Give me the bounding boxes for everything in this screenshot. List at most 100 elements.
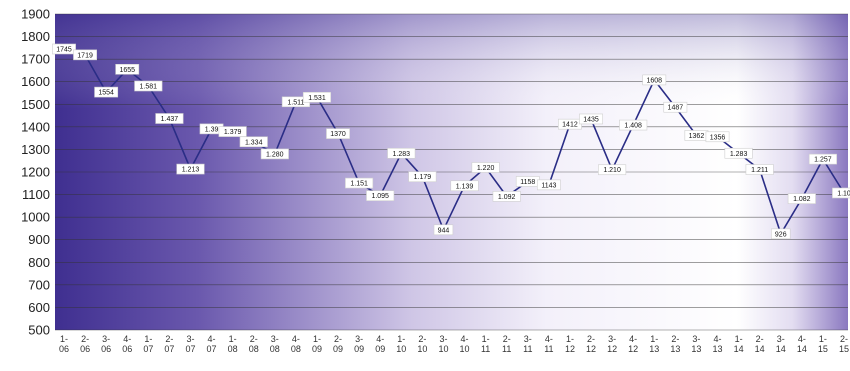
data-label: 1554 [94, 86, 119, 98]
x-tick-label: 3-10 [438, 334, 448, 354]
grid-lines [55, 13, 848, 331]
data-label-text: 1719 [77, 52, 93, 59]
x-tick-label: 1-12 [565, 334, 575, 354]
data-label: 1655 [115, 64, 140, 75]
data-label-box [52, 43, 76, 55]
x-tick-label: 3-13 [691, 334, 701, 354]
data-label-text: 1.39 [205, 126, 219, 133]
x-tick-label: 3-09 [354, 334, 364, 354]
data-label-text: 1.531 [308, 95, 326, 102]
y-tick-label: 1600 [21, 74, 50, 89]
data-label: 1356 [705, 131, 730, 143]
x-tick-label: 2-13 [670, 334, 680, 354]
data-label: 926 [771, 228, 791, 240]
data-label-box [787, 193, 816, 204]
data-label-text: 1655 [119, 67, 135, 74]
x-tick-label: 2-06 [80, 334, 90, 354]
data-label-text: 1.213 [182, 167, 200, 174]
x-tick-label: 1-13 [649, 334, 659, 354]
data-label: 1608 [642, 74, 667, 86]
data-label-box [745, 164, 774, 175]
x-tick-label: 2-08 [249, 334, 259, 354]
data-label: 1745 [52, 43, 76, 55]
data-label-box [176, 163, 205, 175]
y-tick-label: 800 [28, 255, 50, 270]
data-label-text: 1412 [562, 122, 578, 129]
x-tick-label: 4-06 [122, 334, 132, 354]
data-labels: 1745 1719 1554 1655 1.581 1.437 1.213 1.39 1.379… [52, 43, 850, 240]
x-tick-label: 2-14 [755, 334, 765, 354]
data-label-text: 1.082 [793, 196, 811, 203]
x-tick-label: 2-07 [164, 334, 174, 354]
x-tick-label: 2-10 [417, 334, 427, 354]
data-label-text: 1608 [646, 77, 662, 84]
data-label-text: 1.334 [245, 139, 263, 146]
x-tick-label: 4-09 [375, 334, 385, 354]
data-label-text: 1.092 [498, 194, 516, 201]
data-label: 1.10 [832, 187, 850, 199]
x-tick-label: 4-08 [291, 334, 301, 354]
data-label-text: 1362 [689, 133, 705, 140]
data-label: 1.151 [345, 177, 374, 189]
data-label-box [155, 113, 184, 124]
x-tick-label: 3-11 [523, 334, 532, 354]
data-label-box [598, 164, 627, 176]
x-tick-label: 1-09 [312, 334, 322, 354]
data-label: 1.437 [155, 113, 184, 124]
data-label-text: 1.408 [624, 123, 642, 130]
data-label: 1.334 [239, 136, 268, 148]
data-label-box [705, 131, 730, 143]
x-tick-label: 4-11 [544, 334, 553, 354]
x-tick-label: 2-11 [502, 334, 511, 354]
x-tick-label: 3-14 [776, 334, 786, 354]
data-label-text: 1356 [710, 134, 726, 141]
data-label: 1.531 [302, 91, 332, 103]
x-tick-label: 2-15 [839, 334, 849, 354]
data-label: 944 [433, 224, 454, 236]
data-label-box [73, 49, 97, 61]
x-tick-label: 1-06 [59, 334, 69, 354]
y-tick-label: 1900 [21, 7, 50, 22]
x-tick-label: 4-14 [797, 334, 807, 354]
data-label: 1.280 [260, 148, 289, 160]
data-label-box [433, 224, 454, 236]
data-label: 1.408 [619, 119, 648, 131]
data-label-box [808, 153, 837, 165]
x-tick-label: 3-06 [101, 334, 111, 354]
data-label-text: 1.257 [814, 157, 832, 164]
data-label: 1370 [326, 128, 350, 139]
data-label-box [408, 171, 437, 183]
data-label: 1.581 [134, 80, 163, 92]
data-label-box [94, 86, 119, 98]
data-label-text: 1.220 [477, 165, 495, 172]
y-tick-label: 900 [28, 232, 50, 247]
y-tick-label: 1400 [21, 119, 50, 134]
data-label-box [366, 190, 395, 201]
x-tick-label: 3-07 [185, 334, 195, 354]
data-label: 1.283 [724, 147, 753, 159]
data-label-text: 1.210 [603, 167, 621, 174]
data-label-text: 1.437 [161, 116, 179, 123]
data-label-box [260, 148, 289, 160]
y-tick-label: 1100 [22, 187, 50, 202]
data-label-box [663, 101, 688, 113]
data-label-box [492, 191, 521, 202]
data-label-box [724, 147, 753, 159]
x-tick-label: 3-08 [270, 334, 280, 354]
data-label: 1.179 [408, 171, 437, 183]
data-label-text: 1.283 [393, 151, 411, 158]
data-label: 1.257 [808, 153, 837, 165]
x-tick-label: 4-07 [207, 334, 217, 354]
data-label-box [134, 80, 163, 92]
data-label: 1.092 [492, 191, 521, 202]
x-tick-label: 1-11 [481, 334, 490, 354]
data-label-text: 1.280 [266, 151, 284, 158]
data-label-text: 1158 [520, 179, 535, 186]
x-tick-label: 3-12 [607, 334, 617, 354]
x-tick-label: 1-14 [734, 334, 744, 354]
x-axis: 1-06 2-06 3-06 4-06 1-07 2-07 3-07 4-07 1-08 2-08… [59, 334, 849, 354]
data-label: 1.095 [366, 190, 395, 201]
y-tick-label: 1000 [21, 210, 50, 225]
data-label: 1719 [73, 49, 97, 61]
